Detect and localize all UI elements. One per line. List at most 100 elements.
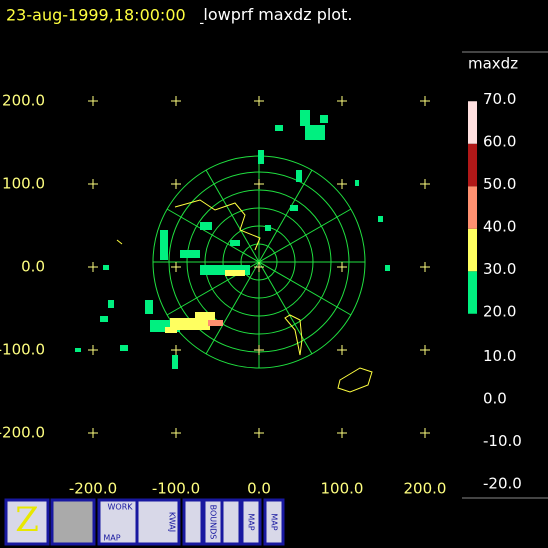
echoes [75, 110, 390, 369]
echo [378, 216, 383, 222]
echo [265, 225, 271, 231]
icon-label: WORK [107, 503, 133, 512]
colorbar-tick-label: 60.0 [483, 132, 516, 150]
icon-label: MAP [247, 513, 256, 530]
grid-cross [337, 262, 347, 272]
grid-cross [254, 96, 264, 106]
icon-z: Z [15, 500, 39, 540]
colorbar-tick-label: 10.0 [483, 347, 516, 365]
colorbar-tick-label: -10.0 [483, 432, 522, 450]
y-tick-label: -100.0 [0, 341, 45, 359]
icon-bar: Z WORK MAP KWAJ BOUNDS MAP MAP [4, 498, 285, 546]
grid-cross [88, 262, 98, 272]
echo [225, 270, 245, 276]
echo [355, 180, 359, 186]
echo [103, 265, 109, 270]
echo [200, 222, 212, 230]
grid-cross [88, 428, 98, 438]
echo [75, 348, 81, 352]
colorbar-bin [468, 143, 477, 187]
colorbar-tick-label: 20.0 [483, 302, 516, 320]
grid-cross [254, 428, 264, 438]
y-tick-label: -200.0 [0, 424, 45, 442]
echo [300, 110, 310, 126]
icon-label: BOUNDS [209, 505, 218, 540]
colorbar-tick-label: 50.0 [483, 175, 516, 193]
y-tick-label: 0.0 [21, 258, 45, 276]
grid-cross [171, 179, 181, 189]
grid-cross [171, 428, 181, 438]
echo [172, 355, 178, 369]
echo [108, 300, 114, 308]
colorbar-tick-label: 30.0 [483, 260, 516, 278]
colorbar-bin [468, 101, 477, 144]
grid-cross [420, 96, 430, 106]
grid-cross [88, 96, 98, 106]
coastline [116, 199, 373, 393]
x-tick-label: 0.0 [247, 480, 271, 498]
echo [120, 345, 128, 351]
icon[interactable] [50, 498, 96, 546]
x-tick-label: 200.0 [404, 480, 447, 498]
echo [180, 250, 200, 258]
colorbar-tick-label: 40.0 [483, 217, 516, 235]
grid-cross [171, 96, 181, 106]
echo [385, 265, 390, 271]
icon[interactable] [263, 498, 285, 546]
icon[interactable] [220, 498, 242, 546]
grid-cross [254, 345, 264, 355]
colorbar-label: maxdz [468, 55, 518, 73]
grid-cross [171, 345, 181, 355]
grid-cross [337, 179, 347, 189]
colorbar-tick-label: 70.0 [483, 90, 516, 108]
x-tick-label: -200.0 [69, 480, 117, 498]
grid-cross [337, 428, 347, 438]
subtitle-box: Zebra projection: kwaj_lowprf maxdz plot… [200, 5, 353, 24]
icon-label: MAP [103, 534, 120, 543]
echo [230, 240, 240, 246]
grid-cross [337, 96, 347, 106]
grid-cross [337, 345, 347, 355]
y-tick-label: 100.0 [2, 175, 45, 193]
colorbar-tick-label: -20.0 [483, 474, 522, 492]
echo [145, 300, 153, 314]
echo [208, 320, 223, 326]
echo [195, 312, 215, 322]
icon-label: KWAJ [168, 512, 177, 532]
grid-cross [88, 345, 98, 355]
echo [305, 125, 325, 140]
grid-cross [254, 262, 264, 272]
grid-cross [171, 262, 181, 272]
y-tick-label: 200.0 [2, 92, 45, 110]
echo [160, 230, 168, 260]
icon-label: MAP [270, 513, 279, 530]
icon[interactable] [240, 498, 262, 546]
icon[interactable] [135, 498, 181, 546]
echo [100, 316, 108, 322]
grid-cross [88, 179, 98, 189]
icon[interactable] [4, 498, 50, 546]
echo [320, 115, 328, 123]
echo [275, 125, 283, 131]
colorbar-bin [468, 228, 477, 272]
x-tick-label: -100.0 [152, 480, 200, 498]
grid-cross [420, 179, 430, 189]
echo [296, 170, 302, 182]
echo [258, 150, 264, 164]
grid-cross [420, 262, 430, 272]
grid-cross [420, 428, 430, 438]
grid-cross [254, 179, 264, 189]
icon[interactable] [97, 498, 143, 546]
chart-title: 23-aug-1999,18:00:00 [6, 6, 186, 25]
chart-subtitle: Zebra projection: kwaj_lowprf maxdz plot… [200, 5, 353, 24]
colorbar-tick-label: 0.0 [483, 389, 507, 407]
grid-cross [420, 345, 430, 355]
echo [165, 327, 177, 333]
x-tick-label: 100.0 [321, 480, 364, 498]
colorbar-bin [468, 271, 477, 314]
icon[interactable] [182, 498, 204, 546]
colorbar-bin [468, 186, 477, 229]
echo [290, 205, 298, 211]
